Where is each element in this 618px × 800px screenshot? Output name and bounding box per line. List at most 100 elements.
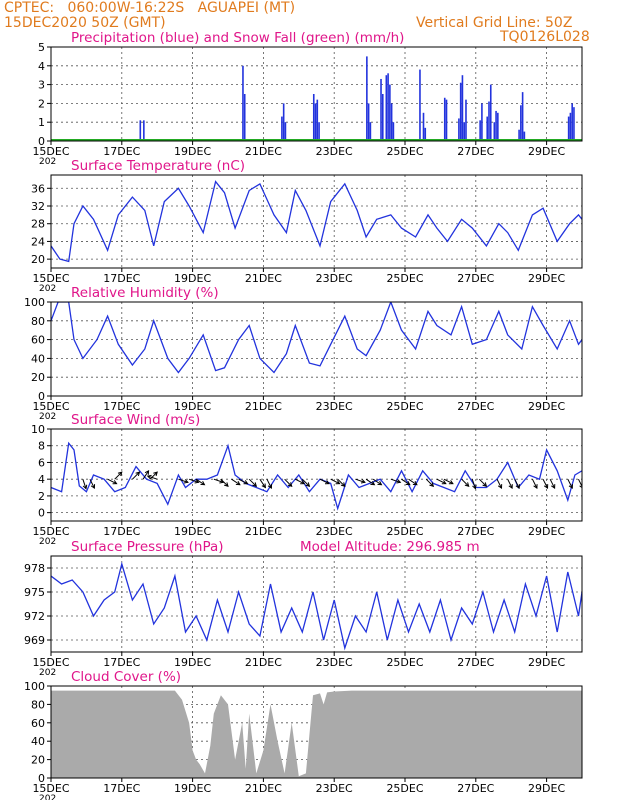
- precip-bar: [571, 103, 573, 141]
- precip-bar: [316, 99, 319, 141]
- x-tick-label: 23DEC: [316, 782, 353, 795]
- y-tick-label: 0: [38, 772, 45, 785]
- wind-vector: [149, 471, 158, 480]
- x-tick-label: 17DEC: [103, 400, 140, 413]
- wind-vector-head: [235, 480, 241, 486]
- wind-vector: [319, 478, 330, 485]
- y-tick-label: 4: [38, 473, 45, 486]
- x-year-label: 202: [39, 537, 56, 547]
- precip-bar: [523, 131, 526, 141]
- wind-vector: [107, 478, 117, 485]
- wind-vector-head: [153, 471, 158, 477]
- precip-bar: [567, 116, 570, 141]
- y-tick-label: 0: [38, 390, 45, 403]
- wind-vector: [461, 478, 470, 487]
- y-tick-label: 2: [38, 97, 45, 110]
- precip-bar: [497, 112, 499, 141]
- x-tick-label: 21DEC: [245, 145, 282, 158]
- precip-bar: [367, 103, 370, 141]
- x-tick-label: 15DEC: [32, 272, 69, 285]
- precip-bar: [445, 99, 448, 141]
- x-tick-label: 15DEC: [32, 782, 69, 795]
- precip-bar: [459, 82, 462, 141]
- wind-vector: [337, 478, 346, 487]
- wind-vector: [443, 478, 454, 485]
- y-tick-label: 40: [31, 735, 45, 748]
- wind-vector: [259, 478, 266, 488]
- x-tick-label: 27DEC: [457, 525, 494, 538]
- wind-vector: [238, 478, 248, 485]
- wind-vector: [213, 478, 224, 483]
- wind-vector: [365, 478, 375, 486]
- x-tick-label: 29DEC: [528, 525, 565, 538]
- x-tick-label: 29DEC: [528, 656, 565, 669]
- x-tick-label: 21DEC: [245, 656, 282, 669]
- panel-4: 0 2 4 6 8 10 15DEC 17DEC 19DEC 21DEC 23DEC 25DEC 27D…: [31, 412, 583, 547]
- panel-6: 0 20 40 60 80 100 15DEC 17DEC 19DEC 21DEC 23DEC 25D…: [24, 669, 583, 800]
- wind-vector-head: [568, 484, 573, 490]
- precip-bar: [424, 127, 427, 141]
- panel-title: Relative Humidity (%): [71, 285, 219, 301]
- precip-bar: [385, 75, 388, 141]
- panel-title: Precipitation (blue) and Snow Fall (gree…: [71, 30, 404, 46]
- wind-vector: [89, 478, 95, 489]
- wind-vector: [266, 478, 272, 489]
- wind-vector: [401, 478, 411, 486]
- x-tick-label: 25DEC: [386, 782, 423, 795]
- precip-bar: [312, 94, 315, 141]
- plot-area: [51, 180, 582, 263]
- precip-bar: [486, 116, 489, 141]
- y-tick-label: 10: [31, 423, 45, 436]
- wind-vector-head: [412, 480, 418, 486]
- wind-vector: [436, 478, 447, 485]
- panel-subtitle: Model Altitude: 296.985 m: [300, 539, 480, 555]
- wind-vector: [507, 478, 513, 489]
- x-year-label: 202: [39, 284, 56, 294]
- wind-vector: [567, 478, 573, 489]
- x-tick-label: 25DEC: [386, 656, 423, 669]
- x-tick-label: 15DEC: [32, 656, 69, 669]
- y-tick-label: 2: [38, 490, 45, 503]
- y-tick-label: 5: [38, 41, 45, 54]
- wind-vector-head: [396, 479, 402, 484]
- wind-vector: [114, 471, 123, 480]
- x-tick-label: 19DEC: [174, 400, 211, 413]
- x-tick-label: 17DEC: [103, 782, 140, 795]
- wind-vector-head: [360, 479, 366, 484]
- series-line: [51, 441, 582, 511]
- x-tick-label: 25DEC: [386, 400, 423, 413]
- x-tick-label: 25DEC: [386, 272, 423, 285]
- wind-vector-head: [405, 480, 411, 486]
- precip-bar: [463, 122, 466, 141]
- x-tick-label: 27DEC: [457, 400, 494, 413]
- wind-vector-head: [135, 471, 141, 477]
- precip-bar: [458, 118, 460, 141]
- precip-bar: [139, 120, 142, 141]
- precip-bar: [243, 94, 246, 141]
- plot-area: [51, 441, 582, 511]
- precip-bar: [380, 78, 382, 141]
- y-tick-label: 0: [38, 135, 45, 148]
- x-tick-label: 23DEC: [316, 400, 353, 413]
- precip-bar: [284, 122, 287, 141]
- vertical-grid-note: Vertical Grid Line: 50Z: [416, 15, 573, 31]
- series-line: [51, 302, 582, 374]
- y-tick-label: 60: [31, 717, 45, 730]
- wind-vector: [471, 479, 476, 489]
- precip-bar: [493, 122, 496, 141]
- panel-5: 969 972 975 978 15DEC 17DEC 19DEC 21DEC 23DEC 25D…: [24, 539, 583, 678]
- panel-frame: [50, 555, 583, 653]
- precip-bar: [143, 120, 145, 141]
- wind-vector: [578, 478, 582, 488]
- x-tick-label: 21DEC: [245, 272, 282, 285]
- wind-vector-head: [377, 480, 383, 486]
- x-tick-label: 27DEC: [457, 656, 494, 669]
- cloud-cover-area: [51, 690, 582, 778]
- precip-bar: [573, 107, 575, 141]
- x-year-label: 202: [39, 412, 56, 422]
- wind-vector-head: [252, 482, 258, 487]
- precip-bar: [443, 97, 446, 141]
- wind-vector-head: [482, 482, 488, 487]
- wind-vector-head: [448, 480, 454, 485]
- x-tick-label: 27DEC: [457, 782, 494, 795]
